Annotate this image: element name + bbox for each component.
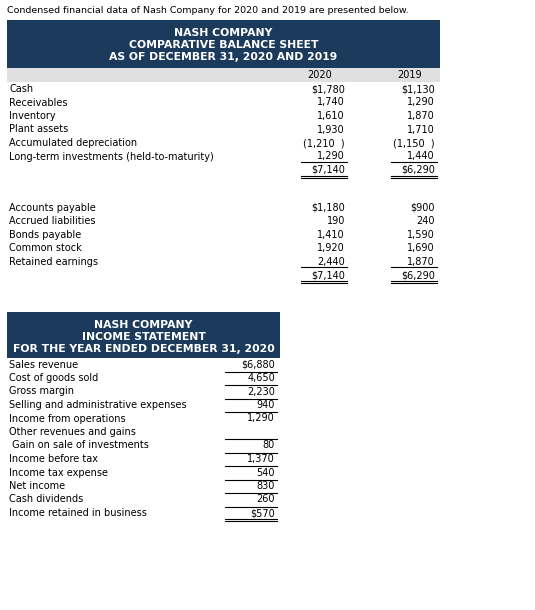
Text: 4,650: 4,650 — [247, 373, 275, 383]
Text: 1,440: 1,440 — [407, 151, 435, 162]
Text: 240: 240 — [417, 217, 435, 226]
Text: $570: $570 — [250, 508, 275, 518]
Text: Receivables: Receivables — [9, 98, 67, 107]
Text: Other revenues and gains: Other revenues and gains — [9, 427, 136, 437]
Text: Bonds payable: Bonds payable — [9, 230, 81, 240]
Text: 2,440: 2,440 — [317, 257, 345, 267]
Text: $6,290: $6,290 — [401, 270, 435, 281]
Text: 80: 80 — [263, 440, 275, 451]
Text: 190: 190 — [327, 217, 345, 226]
Text: 1,290: 1,290 — [407, 98, 435, 107]
Text: $1,780: $1,780 — [311, 84, 345, 94]
Text: 1,290: 1,290 — [247, 414, 275, 423]
Text: Sales revenue: Sales revenue — [9, 359, 78, 370]
Text: Inventory: Inventory — [9, 111, 56, 121]
Text: 2020: 2020 — [308, 70, 332, 80]
Text: $6,290: $6,290 — [401, 165, 435, 175]
Text: Income from operations: Income from operations — [9, 414, 126, 423]
Text: 1,930: 1,930 — [317, 124, 345, 134]
Text: FOR THE YEAR ENDED DECEMBER 31, 2020: FOR THE YEAR ENDED DECEMBER 31, 2020 — [13, 343, 274, 354]
Text: Income tax expense: Income tax expense — [9, 467, 108, 478]
Text: $7,140: $7,140 — [311, 270, 345, 281]
Text: 540: 540 — [256, 467, 275, 478]
Text: Accumulated depreciation: Accumulated depreciation — [9, 138, 137, 148]
Text: Cash dividends: Cash dividends — [9, 495, 83, 504]
Text: 1,710: 1,710 — [407, 124, 435, 134]
Text: NASH COMPANY: NASH COMPANY — [94, 320, 193, 329]
Text: 830: 830 — [257, 481, 275, 491]
Text: $1,130: $1,130 — [401, 84, 435, 94]
Text: Accounts payable: Accounts payable — [9, 203, 96, 213]
Text: Cash: Cash — [9, 84, 33, 94]
Text: COMPARATIVE BALANCE SHEET: COMPARATIVE BALANCE SHEET — [129, 40, 318, 50]
Text: 1,590: 1,590 — [407, 230, 435, 240]
Text: 1,290: 1,290 — [317, 151, 345, 162]
Text: Cost of goods sold: Cost of goods sold — [9, 373, 98, 383]
Text: (1,150  ): (1,150 ) — [393, 138, 435, 148]
Text: Common stock: Common stock — [9, 243, 82, 253]
Text: $900: $900 — [410, 203, 435, 213]
Text: Income retained in business: Income retained in business — [9, 508, 147, 518]
Bar — [7, 312, 280, 357]
Text: 260: 260 — [256, 495, 275, 504]
Text: 1,870: 1,870 — [407, 257, 435, 267]
Text: Accrued liabilities: Accrued liabilities — [9, 217, 96, 226]
Text: 2,230: 2,230 — [247, 387, 275, 396]
Text: AS OF DECEMBER 31, 2020 AND 2019: AS OF DECEMBER 31, 2020 AND 2019 — [109, 52, 338, 62]
Text: INCOME STATEMENT: INCOME STATEMENT — [81, 331, 205, 342]
Text: Condensed financial data of Nash Company for 2020 and 2019 are presented below.: Condensed financial data of Nash Company… — [7, 6, 409, 15]
Text: 1,610: 1,610 — [317, 111, 345, 121]
Text: (1,210  ): (1,210 ) — [303, 138, 345, 148]
Bar — [7, 20, 440, 68]
Text: NASH COMPANY: NASH COMPANY — [174, 28, 273, 38]
Text: Net income: Net income — [9, 481, 65, 491]
Text: 1,740: 1,740 — [317, 98, 345, 107]
Text: Selling and administrative expenses: Selling and administrative expenses — [9, 400, 187, 410]
Text: $7,140: $7,140 — [311, 165, 345, 175]
Text: 2019: 2019 — [398, 70, 422, 80]
Text: 1,920: 1,920 — [317, 243, 345, 253]
Text: 1,690: 1,690 — [407, 243, 435, 253]
Text: Gross margin: Gross margin — [9, 387, 74, 396]
Text: 940: 940 — [257, 400, 275, 410]
Text: Retained earnings: Retained earnings — [9, 257, 98, 267]
Text: Gain on sale of investments: Gain on sale of investments — [9, 440, 149, 451]
Bar — [7, 68, 440, 82]
Text: 1,410: 1,410 — [317, 230, 345, 240]
Text: 1,870: 1,870 — [407, 111, 435, 121]
Text: $6,880: $6,880 — [241, 359, 275, 370]
Text: 1,370: 1,370 — [247, 454, 275, 464]
Text: Income before tax: Income before tax — [9, 454, 98, 464]
Text: Plant assets: Plant assets — [9, 124, 68, 134]
Text: Long-term investments (held-to-maturity): Long-term investments (held-to-maturity) — [9, 151, 214, 162]
Text: $1,180: $1,180 — [311, 203, 345, 213]
